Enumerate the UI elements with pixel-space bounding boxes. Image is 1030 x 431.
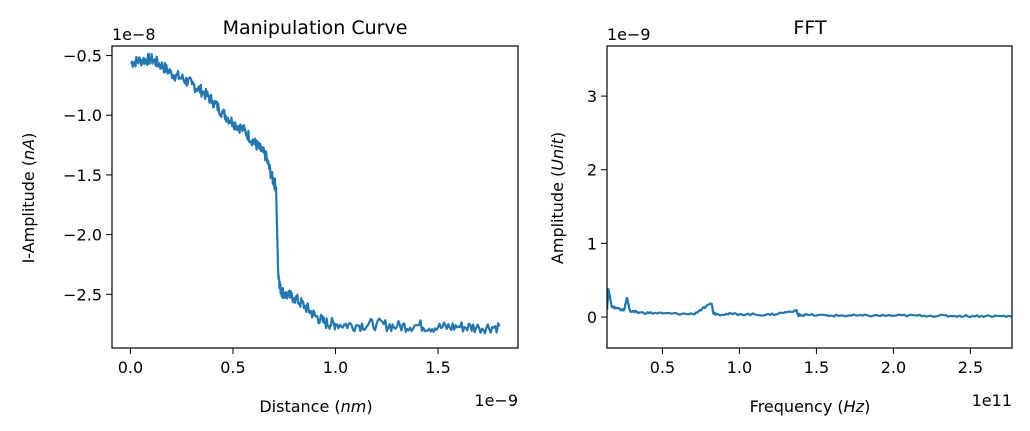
plot-frame <box>606 45 1013 349</box>
y-tick-label: −1.5 <box>63 166 102 185</box>
x-tick-label: 1.0 <box>727 358 752 377</box>
x-tick-label: 1.5 <box>425 358 450 377</box>
x-tick-label: 2.5 <box>958 358 983 377</box>
chart-title: FFT <box>793 17 827 39</box>
y-tick-label: 1 <box>587 234 597 253</box>
manipulation-curve-chart: Manipulation Curve 1e−8 1e−9 Distance (n… <box>19 17 519 416</box>
x-offset-text: 1e11 <box>972 391 1012 410</box>
series-line <box>607 288 1012 319</box>
y-tick-label: −1.0 <box>63 106 102 125</box>
y-tick-label: −2.0 <box>63 226 102 245</box>
y-axis-label: Amplitude (Unit) <box>548 132 567 264</box>
y-axis-label: I-Amplitude (nA) <box>19 133 38 264</box>
x-tick-label: 1.0 <box>323 358 348 377</box>
plot-frame <box>111 45 519 349</box>
x-tick-label: 0.5 <box>220 358 245 377</box>
x-offset-text: 1e−9 <box>474 391 518 410</box>
x-tick-label: 1.5 <box>804 358 829 377</box>
x-tick-label: 0.5 <box>650 358 675 377</box>
series-line <box>130 52 501 335</box>
x-tick-label: 2.0 <box>881 358 906 377</box>
y-tick-label: 0 <box>587 308 597 327</box>
y-tick-label: −2.5 <box>63 285 102 304</box>
fft-chart: FFT 1e−9 1e11 Frequency (Hz) Amplitude (… <box>548 17 1013 416</box>
x-tick-label: 0.0 <box>118 358 143 377</box>
y-tick-label: 3 <box>587 87 597 106</box>
x-axis-label: Distance (nm) <box>259 397 372 416</box>
y-offset-text: 1e−9 <box>607 25 651 44</box>
y-tick-label: −0.5 <box>63 47 102 66</box>
x-axis-label: Frequency (Hz) <box>750 397 871 416</box>
chart-title: Manipulation Curve <box>223 17 408 39</box>
y-tick-label: 2 <box>587 161 597 180</box>
y-offset-text: 1e−8 <box>112 25 156 44</box>
